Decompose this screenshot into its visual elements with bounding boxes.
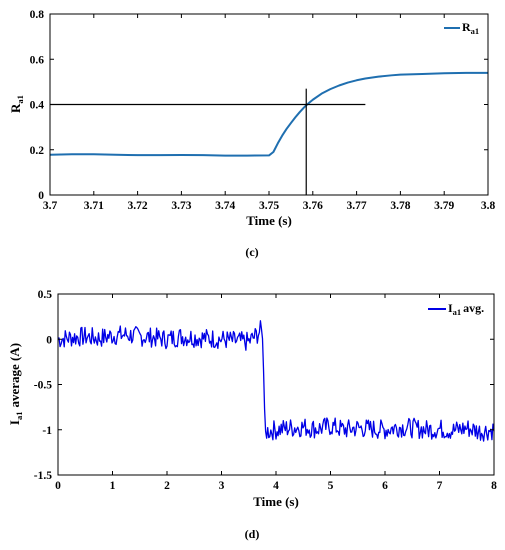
x-tick-label-d: 8: [491, 480, 497, 492]
x-tick-label-c: 3.76: [303, 200, 323, 212]
y-tick-label-c: 0.4: [30, 100, 45, 112]
y-axis-label-c: Ra1: [8, 95, 25, 113]
svg-text:Ia1average (A): Ia1average (A): [7, 343, 24, 425]
panel-label-d: (d): [245, 527, 260, 541]
y-tick-label-c: 0: [38, 190, 44, 202]
legend-c: Ra1: [444, 20, 479, 36]
y-tick-label-d: -1: [42, 425, 52, 437]
x-tick-label-c: 3.79: [434, 200, 454, 212]
y-axis-label-d: Ia1average (A): [7, 343, 24, 425]
x-tick-label-c: 3.75: [259, 200, 279, 212]
y-tick-label-d: 0.5: [38, 289, 53, 301]
y-tick-label-d: 0: [46, 334, 52, 346]
y-tick-label-c: 0.6: [30, 54, 45, 66]
x-tick-label-c: 3.74: [215, 200, 235, 212]
y-tick-label-c: 0.2: [30, 145, 45, 157]
x-tick-label-c: 3.78: [390, 200, 410, 212]
x-axis-label-c: Time (s): [246, 213, 292, 228]
x-tick-label-c: 3.71: [84, 200, 104, 212]
series-line-c: [49, 71, 488, 157]
x-tick-label-d: 4: [273, 480, 279, 492]
legend-d: Ia1 avg.: [428, 301, 484, 317]
x-tick-label-d: 2: [164, 480, 170, 492]
y-tick-label-d: -1.5: [34, 470, 52, 482]
y-tick-label-c: 0.8: [30, 9, 45, 21]
chart-panel-c: 3.7 3.71 3.72 3.73 3.74 3.75 3.76 3.77 3.78 3.79 3…: [8, 9, 495, 259]
x-tick-label-c: 3.73: [171, 200, 191, 212]
panel-label-c: (c): [245, 245, 258, 259]
x-tick-label-d: 3: [219, 480, 225, 492]
y-tick-label-d: -0.5: [34, 380, 52, 392]
x-tick-label-c: 3.7: [43, 200, 58, 212]
series-line-d: [57, 320, 495, 442]
x-tick-label-d: 0: [55, 480, 61, 492]
svg-text:Ra1: Ra1: [462, 20, 479, 36]
plot-frame-d: [57, 293, 495, 476]
x-axis-label-d: Time (s): [253, 494, 299, 509]
x-tick-label-c: 3.72: [128, 200, 148, 212]
x-tick-label-d: 5: [328, 480, 334, 492]
chart-panel-d: 0 1 2 3 4 5 6 7 8 -1.5 -1 -0.5 0 0.5 Time (s) Ia1aver…: [7, 289, 497, 541]
x-tick-label-c: 3.8: [481, 200, 496, 212]
x-tick-label-d: 6: [382, 480, 388, 492]
x-tick-label-c: 3.77: [347, 200, 367, 212]
x-tick-label-d: 1: [110, 480, 116, 492]
x-tick-label-d: 7: [437, 480, 443, 492]
svg-text:Ra1: Ra1: [8, 95, 25, 113]
